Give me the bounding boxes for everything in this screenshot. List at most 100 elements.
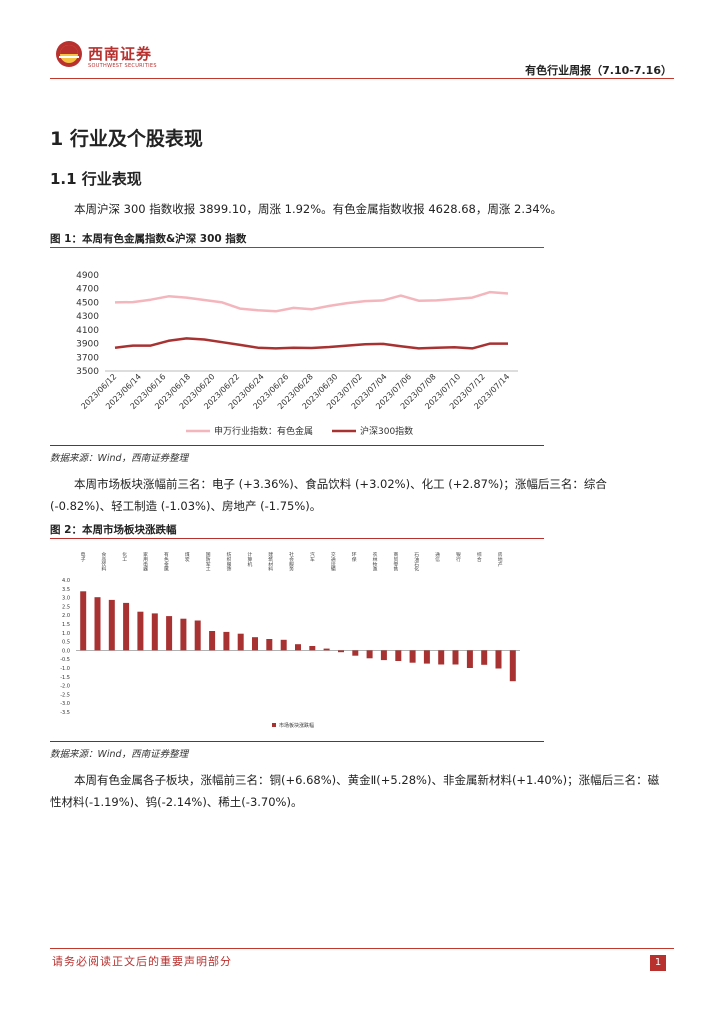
y-tick-label: 1.0 bbox=[62, 631, 70, 637]
paragraph-sector-summary: 本周市场板块涨幅前三名：电子 (+3.36%)、食品饮料 (+3.02%)、化工… bbox=[50, 477, 607, 513]
bar-30 bbox=[509, 650, 516, 682]
line-chart-series bbox=[114, 290, 509, 350]
legend-swatch-bar bbox=[272, 723, 276, 727]
figure-1-top-rule bbox=[50, 247, 544, 248]
bar-chart-category-labels: 电子 食品饮料 化工 家用电器 有色金属 煤炭 国防军工 纺织服饰 计算机 建筑材料 社会服务 汽车 交… bbox=[80, 551, 503, 572]
bar-26 bbox=[452, 650, 459, 665]
series-line-1 bbox=[114, 337, 508, 350]
y-tick-label: 1.5 bbox=[62, 622, 70, 628]
bar-18 bbox=[338, 650, 344, 653]
y-tick-label: -3.0 bbox=[60, 701, 70, 707]
y-tick-label: -1.5 bbox=[60, 675, 70, 681]
bar-14 bbox=[280, 639, 287, 651]
category-label: 商贸零售 bbox=[392, 551, 397, 572]
bar-1 bbox=[94, 597, 101, 651]
category-label: 有色金属 bbox=[163, 551, 168, 572]
category-label: 食品饮料 bbox=[100, 551, 105, 572]
line-chart-y-axis: 3500 3700 3900 4100 4300 4500 4700 4900 bbox=[76, 271, 99, 377]
category-label: 汽车 bbox=[309, 551, 314, 563]
bar-4 bbox=[137, 611, 144, 651]
logo-subtitle: SOUTHWEST SECURITIES bbox=[88, 63, 157, 69]
y-tick-label: 4300 bbox=[76, 312, 99, 322]
category-label: 煤炭 bbox=[184, 551, 189, 563]
figure-2-title: 图 2：本周市场板块涨跌幅 bbox=[50, 524, 177, 536]
category-label: 农林牧渔 bbox=[372, 551, 377, 572]
bar-11 bbox=[237, 633, 244, 651]
bar-13 bbox=[266, 639, 273, 651]
y-tick-label: -2.0 bbox=[60, 684, 70, 690]
y-tick-label: -3.5 bbox=[60, 710, 70, 716]
category-label: 电子 bbox=[80, 551, 85, 562]
y-tick-label: 3.5 bbox=[62, 587, 70, 593]
category-label: 房地产 bbox=[497, 551, 502, 568]
category-label: 社会服务 bbox=[288, 551, 293, 572]
bar-24 bbox=[423, 650, 430, 664]
y-tick-label: 3900 bbox=[76, 340, 99, 350]
line-chart-x-axis: 2023/06/122023/06/142023/06/162023/06/18… bbox=[79, 370, 518, 411]
category-label: 国防军工 bbox=[205, 552, 210, 572]
subsection-heading: 1.1 行业表现 bbox=[50, 170, 142, 188]
company-logo bbox=[55, 40, 83, 72]
legend-label-bar: 市场板块涨跌幅 bbox=[279, 722, 314, 729]
figure-2-top-rule bbox=[50, 538, 544, 539]
y-tick-label: 4700 bbox=[76, 285, 99, 295]
y-tick-label: 2.5 bbox=[62, 604, 70, 610]
y-tick-label: 4500 bbox=[76, 298, 99, 308]
legend-label-nonferrous: 申万行业指数：有色金属 bbox=[214, 425, 313, 437]
bar-22 bbox=[395, 650, 402, 661]
y-tick-label: 3700 bbox=[76, 353, 99, 363]
category-label: 银行 bbox=[455, 551, 460, 563]
y-tick-label: -1.0 bbox=[60, 666, 70, 672]
bar-6 bbox=[166, 616, 173, 651]
y-tick-label: 3.0 bbox=[62, 596, 70, 602]
category-label: 环保 bbox=[351, 552, 356, 563]
bar-28 bbox=[481, 650, 488, 665]
sector-bar-chart: 电子 食品饮料 化工 家用电器 有色金属 煤炭 国防军工 纺织服饰 计算机 建筑材料 社会服务 汽车 交… bbox=[60, 551, 520, 729]
bar-0 bbox=[80, 591, 87, 651]
bar-23 bbox=[409, 650, 416, 663]
bar-15 bbox=[295, 644, 301, 651]
bar-17 bbox=[323, 648, 330, 651]
paragraph-subsector-summary: 本周有色金属各子板块，涨幅前三名：铜(+6.68%)、黄金Ⅱ(+5.28%)、非… bbox=[50, 773, 660, 809]
figure-2-source: 数据来源：Wind，西南证券整理 bbox=[50, 749, 189, 760]
y-tick-label: 4.0 bbox=[62, 578, 70, 584]
category-label: 综合 bbox=[476, 551, 481, 563]
y-tick-label: 0.0 bbox=[62, 648, 70, 654]
logo-name: 西南证券 bbox=[88, 45, 153, 63]
bar-chart-legend: 市场板块涨跌幅 bbox=[272, 722, 314, 729]
bar-19 bbox=[352, 650, 359, 656]
bar-chart-y-axis: 4.0 3.5 3.0 2.5 2.0 1.5 1.0 0.5 0.0 -0.5 -1.0 -1.5 -… bbox=[60, 578, 520, 716]
bar-3 bbox=[123, 602, 130, 651]
bar-7 bbox=[180, 618, 187, 651]
y-tick-label: -0.5 bbox=[60, 657, 70, 663]
bar-9 bbox=[209, 631, 216, 651]
figure-1-title: 图 1：本周有色金属指数&沪深 300 指数 bbox=[50, 233, 247, 245]
figure-1-source: 数据来源：Wind，西南证券整理 bbox=[50, 453, 189, 464]
category-label: 纺织服饰 bbox=[226, 551, 231, 572]
category-label: 石油石化 bbox=[413, 552, 418, 573]
header-divider bbox=[50, 78, 674, 79]
figure-2-bottom-rule bbox=[50, 741, 544, 742]
y-tick-label: 2.0 bbox=[62, 613, 70, 619]
footer-disclaimer: 请务必阅读正文后的重要声明部分 bbox=[52, 955, 232, 968]
y-tick-label: 0.5 bbox=[62, 640, 70, 646]
bar-2 bbox=[108, 599, 115, 651]
bar-5 bbox=[151, 613, 158, 651]
y-tick-label: -2.5 bbox=[60, 692, 70, 698]
page-number: 1 bbox=[650, 955, 666, 971]
line-chart-legend: 申万行业指数：有色金属 沪深300指数 bbox=[186, 425, 413, 437]
legend-label-hs300: 沪深300指数 bbox=[360, 425, 413, 437]
bar-16 bbox=[309, 646, 316, 651]
report-title: 有色行业周报（7.10-7.16） bbox=[525, 64, 672, 77]
series-line-0 bbox=[114, 290, 509, 313]
bar-21 bbox=[380, 650, 387, 661]
category-label: 交通运输 bbox=[330, 551, 335, 572]
bar-25 bbox=[438, 650, 445, 665]
category-label: 建筑材料 bbox=[267, 551, 272, 572]
bar-10 bbox=[223, 631, 230, 651]
index-line-chart: 3500 3700 3900 4100 4300 4500 4700 4900 2023/06… bbox=[76, 271, 518, 437]
bar-chart-bars bbox=[80, 591, 516, 682]
y-tick-label: 3500 bbox=[76, 367, 99, 377]
bar-27 bbox=[466, 650, 473, 668]
bar-20 bbox=[366, 650, 373, 659]
